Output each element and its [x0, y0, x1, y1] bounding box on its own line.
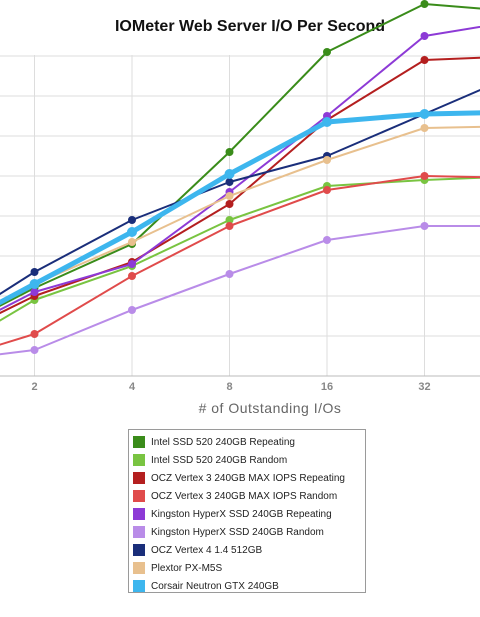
data-point	[323, 156, 331, 164]
legend-item: Corsair Neutron GTX 240GB	[133, 577, 365, 595]
series-line	[0, 56, 480, 315]
x-tick-label: 16	[321, 381, 333, 393]
data-point	[420, 222, 429, 230]
data-point	[420, 32, 429, 40]
x-tick-label: 2	[31, 381, 37, 393]
legend-swatch	[133, 580, 145, 592]
x-tick-label: 32	[418, 381, 430, 393]
x-tick-label: 8	[226, 381, 232, 393]
series-group	[0, 89, 480, 296]
data-point	[420, 172, 429, 180]
legend-label: OCZ Vertex 4 1.4 512GB	[151, 544, 263, 556]
data-point	[128, 306, 136, 314]
data-point	[420, 56, 429, 64]
legend-item: Plextor PX-M5S	[133, 559, 365, 577]
legend-label: Kingston HyperX SSD 240GB Repeating	[151, 508, 332, 520]
data-point	[224, 169, 235, 179]
data-point	[128, 216, 136, 224]
series-line	[0, 89, 480, 296]
data-point	[30, 268, 39, 276]
legend-label: Plextor PX-M5S	[151, 562, 223, 574]
x-axis-label: # of Outstanding I/Os	[198, 400, 342, 416]
series-group	[0, 56, 480, 315]
legend-item: Intel SSD 520 240GB Random	[133, 451, 365, 469]
legend-item: Kingston HyperX SSD 240GB Random	[133, 523, 365, 541]
data-point	[225, 178, 234, 186]
data-point	[420, 124, 429, 132]
data-point	[419, 109, 430, 119]
chart-series	[0, 0, 480, 356]
legend-swatch	[133, 454, 145, 466]
chart-legend: Intel SSD 520 240GB Repeating Intel SSD 5…	[128, 429, 366, 593]
x-axis: 2 4 8 16 32	[0, 375, 480, 393]
legend-label: Intel SSD 520 240GB Repeating	[151, 436, 295, 448]
series-line	[0, 110, 480, 306]
data-point	[128, 238, 136, 246]
data-point	[323, 236, 331, 244]
legend-label: Intel SSD 520 240GB Random	[151, 454, 288, 466]
legend-swatch	[133, 472, 145, 484]
legend-label: Kingston HyperX SSD 240GB Random	[151, 526, 324, 538]
data-point	[225, 148, 234, 156]
data-point	[323, 186, 331, 194]
data-point	[128, 260, 136, 268]
legend-label: Corsair Neutron GTX 240GB	[151, 580, 279, 592]
legend-swatch	[133, 436, 145, 448]
data-point	[225, 216, 234, 224]
legend-item: OCZ Vertex 3 240GB MAX IOPS Repeating	[133, 469, 365, 487]
legend-label: OCZ Vertex 3 240GB MAX IOPS Repeating	[151, 472, 345, 484]
data-point	[30, 346, 39, 354]
series-line	[0, 225, 480, 356]
series-group	[0, 109, 480, 306]
data-point	[225, 270, 234, 278]
series-group	[0, 124, 480, 304]
legend-swatch	[133, 508, 145, 520]
data-point	[322, 117, 332, 127]
legend-item: Intel SSD 520 240GB Repeating	[133, 433, 365, 451]
series-group	[0, 222, 480, 356]
legend-swatch	[133, 526, 145, 538]
legend-item: OCZ Vertex 4 1.4 512GB	[133, 541, 365, 559]
data-point	[225, 222, 234, 230]
chart-title: IOMeter Web Server I/O Per Second	[114, 18, 386, 35]
data-point	[30, 330, 39, 338]
data-point	[323, 48, 331, 56]
data-point	[29, 279, 40, 289]
legend-swatch	[133, 490, 145, 502]
data-point	[225, 200, 234, 208]
series-line	[0, 125, 480, 304]
legend-label: OCZ Vertex 3 240GB MAX IOPS Random	[151, 490, 338, 502]
x-tick-label: 4	[129, 381, 136, 393]
data-point	[128, 272, 136, 280]
data-point	[420, 0, 429, 8]
data-point	[127, 227, 137, 237]
legend-swatch	[133, 562, 145, 574]
data-point	[225, 192, 234, 200]
series-group	[0, 172, 480, 346]
data-point	[30, 288, 39, 296]
legend-swatch	[133, 544, 145, 556]
legend-item: OCZ Vertex 3 240GB MAX IOPS Random	[133, 487, 365, 505]
legend-item: Kingston HyperX SSD 240GB Repeating	[133, 505, 365, 523]
